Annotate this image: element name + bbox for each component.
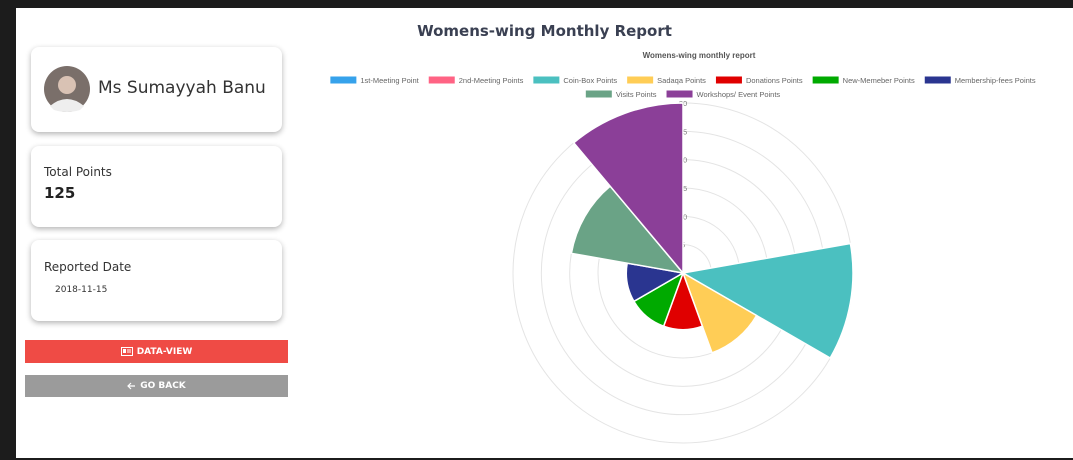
legend-label: Sadaqa Points (657, 76, 706, 85)
segment (681, 271, 758, 354)
legend-row: 1st-Meeting Point 2nd-Meeting Points Coin-… (330, 76, 1036, 85)
chart: Womens-wing monthly report 1st-Meeting P… (330, 51, 1036, 444)
segment (572, 102, 684, 276)
go-back-button[interactable]: GO BACK (25, 375, 288, 397)
segment (570, 185, 685, 275)
chart-title: Womens-wing monthly report (643, 51, 756, 60)
button-label: DATA-VIEW (136, 346, 193, 357)
legend-swatch (666, 90, 693, 98)
legend-label: New-Memeber Points (843, 76, 915, 85)
legend-label: 1st-Meeting Point (360, 76, 419, 85)
legend-swatch (330, 76, 357, 84)
legend-label: Donations Points (746, 76, 803, 85)
legend-swatch (812, 76, 839, 84)
segment (680, 242, 854, 360)
legend-label: Visits Points (616, 90, 657, 99)
legend-swatch (715, 76, 742, 84)
points-value: 125 (44, 184, 76, 202)
avatar (44, 66, 90, 112)
icon (120, 347, 133, 356)
date-value: 2018-11-15 (55, 285, 108, 295)
data-view-button[interactable]: DATA-VIEW (25, 340, 288, 363)
legend-label: Workshops/ Event Points (697, 90, 781, 99)
legend-swatch (627, 76, 654, 84)
button-label: GO BACK (140, 381, 186, 391)
date-label: Reported Date (44, 260, 132, 274)
points-label: Total Points (44, 165, 112, 179)
legend-swatch (533, 76, 560, 84)
date-card: Reported Date 2018-11-15 (31, 240, 282, 321)
icon (127, 382, 136, 390)
legend-swatch (585, 90, 612, 98)
profile-name: Ms Sumayyah Banu (98, 78, 266, 98)
profile-card: Ms Sumayyah Banu (31, 47, 282, 132)
page-title: Womens-wing Monthly Report (417, 22, 672, 40)
points-card: Total Points 125 (31, 146, 282, 227)
legend-label: 2nd-Meeting Points (459, 76, 524, 85)
legend-label: Membership-fees Points (955, 76, 1036, 85)
legend-row: Visits Points Workshops/ Event Points (585, 90, 781, 99)
legend-swatch (428, 76, 455, 84)
legend-swatch (924, 76, 951, 84)
legend-label: Coin-Box Points (563, 76, 617, 85)
panel: Womens-wing Monthly Report Ms Sumayyah B… (16, 8, 1073, 458)
